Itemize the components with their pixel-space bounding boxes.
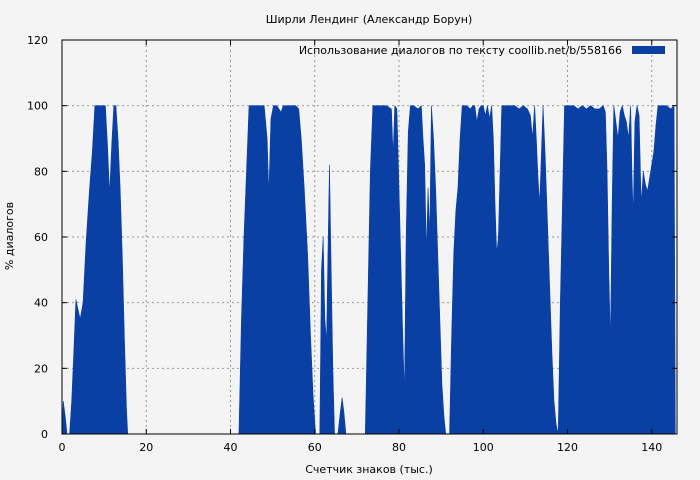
x-tick-label: 20 [139,441,153,454]
y-axis-title: % диалогов [3,202,16,270]
y-tick-label: 20 [34,362,48,375]
legend-label: Использование диалогов по тексту coollib… [299,44,622,57]
x-tick-label: 120 [557,441,578,454]
legend-swatch [632,46,665,54]
x-tick-label: 60 [308,441,322,454]
area-layer [61,105,676,435]
y-tick-label: 100 [27,100,48,113]
x-tick-label: 0 [59,441,66,454]
y-tick-label: 40 [34,297,48,310]
y-tick-label: 60 [34,231,48,244]
y-tick-label: 0 [41,428,48,441]
x-tick-label: 100 [473,441,494,454]
area-series-0 [61,105,676,435]
x-axis-title: Счетчик знаков (тыс.) [305,463,433,476]
x-tick-label: 80 [392,441,406,454]
y-tick-label: 80 [34,165,48,178]
y-tick-label: 120 [27,34,48,47]
ticks-layer: 0 20 40 60 80 100 120 140 0 20 40 60 80 100 120 [27,34,677,454]
legend: Использование диалогов по тексту coollib… [299,44,665,57]
chart-title: Ширли Лендинг (Александр Борун) [266,13,473,26]
x-tick-label: 140 [641,441,662,454]
x-tick-label: 40 [223,441,237,454]
